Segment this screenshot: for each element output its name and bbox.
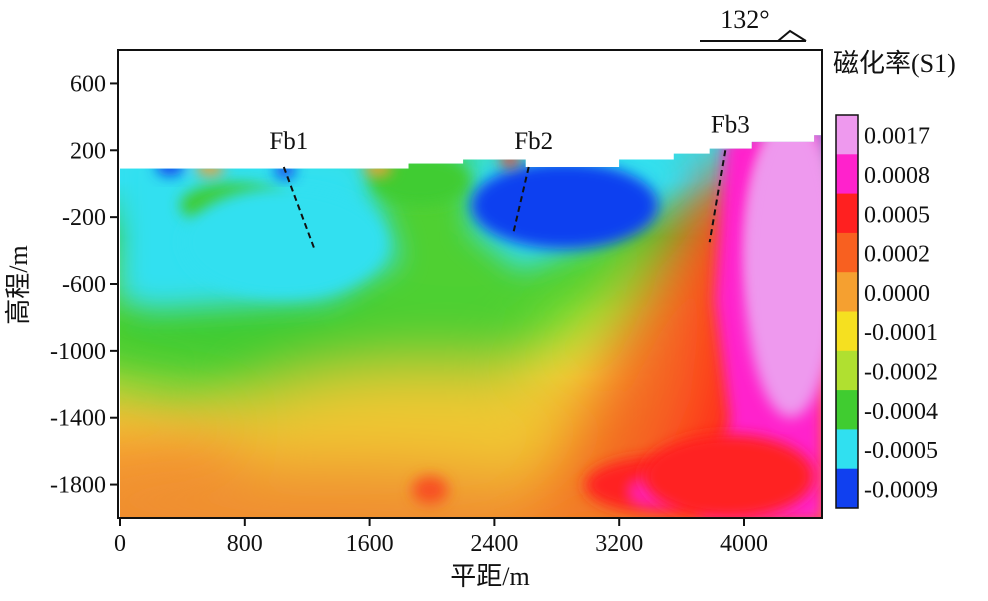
field-blue-spot-1	[156, 156, 184, 176]
colorbar-label: 0.0017	[864, 124, 930, 150]
x-tick-label: 800	[227, 531, 263, 557]
fault-label: Fb1	[269, 128, 308, 155]
x-tick-label: 4000	[720, 531, 768, 557]
field-orange-spot-1	[196, 160, 224, 176]
field-red-deep-2	[412, 476, 448, 504]
colorbar-label: -0.0002	[864, 359, 938, 385]
x-tick-label: 3200	[595, 531, 643, 557]
fault-line	[512, 166, 530, 235]
field-red-spot	[500, 153, 520, 167]
colorbar-label: -0.0009	[864, 477, 938, 503]
y-tick-label: -1000	[50, 339, 106, 365]
y-tick-label: 600	[70, 71, 106, 97]
colorbar-swatch	[836, 272, 858, 312]
x-axis: 0 800 1600 2400 3200 4000	[114, 518, 768, 557]
colorbar-title: 磁化率(S1)	[833, 49, 956, 78]
colorbar: 0.0017 0.0008 0.0005 0.0002 0.0000 -0.0001 -0.…	[835, 114, 938, 509]
colorbar-label: 0.0005	[864, 202, 930, 228]
colorbar-label: -0.0005	[864, 438, 938, 464]
colorbar-swatch	[836, 390, 858, 430]
colorbar-label: 0.0008	[864, 163, 930, 189]
anomaly-body	[642, 434, 815, 518]
fault-layer: Fb1 Fb2 Fb3	[269, 111, 750, 251]
x-tick-label: 0	[114, 531, 126, 557]
x-tick-label: 2400	[470, 531, 518, 557]
y-axis-title: 高程/m	[4, 245, 33, 324]
colorbar-swatch	[836, 115, 858, 155]
x-axis-title: 平距/m	[450, 562, 529, 591]
y-axis: 600 200 -200 -600 -1000 -1400 -1800	[50, 71, 118, 499]
anomaly-body	[470, 161, 659, 249]
direction-indicator: 132°	[700, 5, 807, 42]
direction-arrow-icon	[777, 29, 807, 42]
direction-label: 132°	[720, 5, 769, 34]
y-tick-label: -200	[62, 205, 106, 231]
colorbar-label: -0.0004	[864, 399, 938, 425]
fault-line	[282, 166, 316, 251]
y-tick-label: -1800	[50, 473, 106, 499]
y-tick-label: 200	[70, 138, 106, 164]
anomaly-layer	[182, 135, 822, 518]
colorbar-label: 0.0000	[864, 281, 930, 307]
colorbar-swatch	[836, 468, 858, 509]
colorbar-swatch	[836, 193, 858, 234]
x-tick-label: 1600	[346, 531, 394, 557]
anomaly-body	[182, 187, 386, 298]
field-green-pocket-2	[370, 155, 470, 205]
field-yellow-center	[230, 370, 630, 490]
colorbar-swatch	[836, 429, 858, 470]
colorbar-swatch	[836, 232, 858, 273]
fault-label: Fb2	[514, 128, 553, 155]
colorbar-swatch	[836, 350, 858, 391]
anomaly-body	[744, 135, 822, 418]
colorbar-label: -0.0001	[864, 320, 938, 346]
fault-label: Fb3	[711, 111, 750, 138]
field-orange-spot-2	[364, 160, 392, 176]
y-tick-label: -1400	[50, 406, 106, 432]
colorbar-swatch	[836, 311, 858, 352]
colorbar-label: 0.0002	[864, 242, 930, 268]
colorbar-frame	[835, 114, 859, 509]
y-tick-label: -600	[62, 272, 106, 298]
colorbar-swatch	[836, 154, 858, 195]
fault-line	[708, 150, 727, 243]
